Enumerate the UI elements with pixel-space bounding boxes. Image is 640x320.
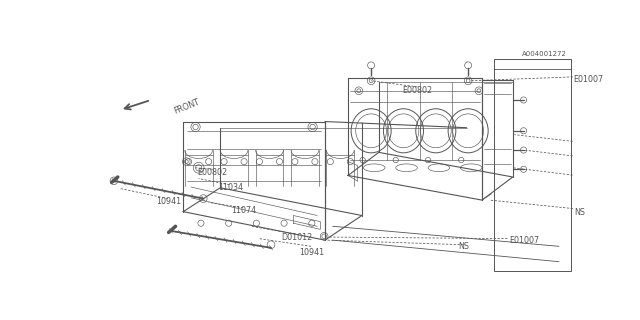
Text: FRONT: FRONT: [172, 97, 201, 116]
Text: E00802: E00802: [403, 86, 433, 95]
Text: A004001272: A004001272: [522, 51, 566, 57]
Text: 10941: 10941: [156, 197, 181, 206]
Text: NS: NS: [574, 208, 586, 217]
Text: 10941: 10941: [300, 248, 324, 257]
Text: E01007: E01007: [509, 236, 539, 244]
Text: 11034: 11034: [218, 183, 243, 192]
Text: D01012: D01012: [281, 233, 312, 242]
Text: 11074: 11074: [231, 206, 256, 215]
Text: E01007: E01007: [573, 76, 603, 84]
Text: E00802: E00802: [197, 168, 228, 177]
Text: NS: NS: [458, 242, 469, 251]
Bar: [493, 59, 570, 271]
